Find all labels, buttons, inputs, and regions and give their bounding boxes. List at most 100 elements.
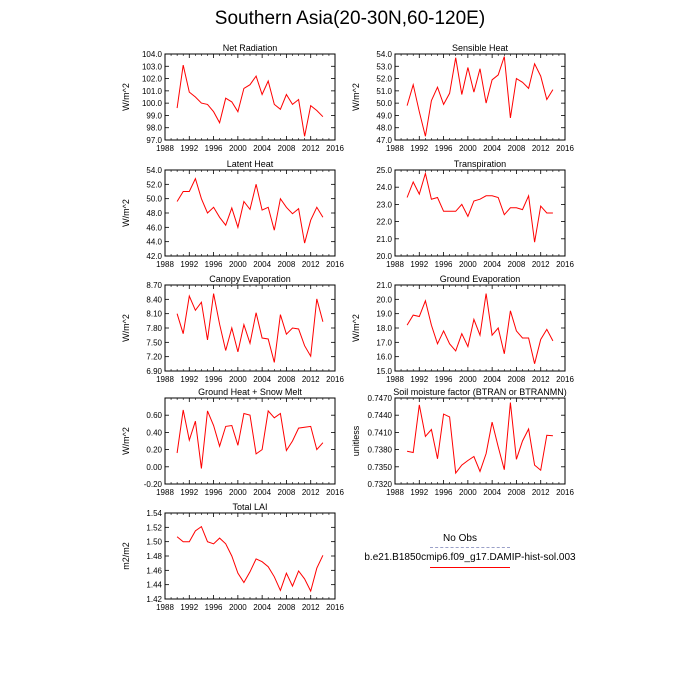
x-tick-label: 1988 [386, 375, 404, 384]
y-tick-label: 1.52 [146, 523, 162, 532]
chart-panel: Sensible Heat 1988 1992 1996 2000 2004 2008 201… [351, 43, 574, 153]
y-tick-label: 7.80 [146, 324, 162, 333]
y-tick-label: 46.0 [146, 223, 162, 232]
x-tick-label: 2008 [278, 603, 296, 612]
series-line [176, 177, 324, 244]
chart-panel: Ground Heat + Snow Melt 1988 1992 1996 2000 2… [121, 387, 344, 497]
x-tick-label: 2008 [508, 488, 526, 497]
y-axis-label: W/m^2 [351, 314, 361, 342]
page-title: Southern Asia(20-30N,60-120E) [214, 8, 486, 29]
plot-frame [394, 53, 566, 141]
y-tick-label: 25.0 [376, 166, 392, 175]
y-tick-label: 53.0 [376, 62, 392, 71]
y-tick-label: 0.7320 [368, 480, 393, 489]
x-tick-label: 2004 [483, 375, 501, 384]
y-tick-label: 0.7470 [368, 394, 393, 403]
x-tick-label: 2000 [459, 375, 477, 384]
x-tick-label: 2008 [278, 375, 296, 384]
x-tick-label: 2000 [229, 375, 247, 384]
y-tick-label: 21.0 [376, 281, 392, 290]
x-tick-label: 2016 [556, 488, 574, 497]
x-tick-label: 2004 [253, 488, 271, 497]
x-tick-label: 1988 [156, 260, 174, 269]
x-tick-label: 1992 [180, 260, 198, 269]
series-line [176, 293, 324, 363]
chart-title: Ground Heat + Snow Melt [198, 387, 302, 397]
x-tick-label: 2000 [459, 488, 477, 497]
x-tick-label: 2016 [556, 375, 574, 384]
x-tick-label: 2012 [532, 375, 550, 384]
legend-case-label: b.e21.B1850cmip6.f09_g17.DAMIP-hist-sol.… [364, 552, 576, 563]
y-axis-label: W/m^2 [351, 83, 361, 111]
y-tick-label: 8.40 [146, 295, 162, 304]
x-tick-label: 2016 [556, 260, 574, 269]
x-tick-label: 2004 [483, 260, 501, 269]
y-tick-label: 8.70 [146, 281, 162, 290]
x-tick-label: 2016 [326, 260, 344, 269]
x-tick-label: 2008 [508, 260, 526, 269]
y-tick-label: 52.0 [376, 75, 392, 84]
x-tick-label: 2012 [302, 260, 320, 269]
x-tick-label: 1996 [205, 375, 223, 384]
series-line [176, 409, 324, 469]
chart-panel: Canopy Evaporation 1988 1992 1996 2000 2004 20… [121, 274, 344, 384]
x-tick-label: 2008 [278, 144, 296, 153]
series-line [406, 56, 554, 137]
x-tick-label: 2012 [302, 375, 320, 384]
chart-title: Net Radiation [223, 43, 278, 53]
y-tick-label: 0.7440 [368, 411, 393, 420]
plot-frame [394, 284, 566, 372]
y-tick-label: 17.0 [376, 338, 392, 347]
x-tick-label: 2004 [253, 144, 271, 153]
y-tick-label: 48.0 [376, 124, 392, 133]
y-tick-label: 1.44 [146, 581, 162, 590]
y-axis-label: W/m^2 [121, 427, 131, 455]
x-tick-label: 1996 [205, 488, 223, 497]
y-tick-label: 50.0 [376, 99, 392, 108]
y-tick-label: 20.0 [376, 252, 392, 261]
series-line [406, 293, 554, 364]
x-tick-label: 1988 [156, 375, 174, 384]
y-tick-label: 16.0 [376, 353, 392, 362]
chart-title: Ground Evaporation [440, 274, 521, 284]
chart-panel: Soil moisture factor (BTRAN or BTRANMN) 1… [351, 387, 574, 497]
plot-frame [164, 53, 336, 141]
y-tick-label: 47.0 [376, 136, 392, 145]
y-tick-label: 21.0 [376, 235, 392, 244]
x-tick-label: 2000 [229, 260, 247, 269]
y-tick-label: 52.0 [146, 180, 162, 189]
chart-panel: Ground Evaporation 1988 1992 1996 2000 2004 20… [351, 274, 574, 384]
chart-panel: Net Radiation 1988 1992 1996 2000 2004 2008 201… [121, 43, 344, 153]
y-tick-label: 18.0 [376, 324, 392, 333]
y-tick-label: 0.7410 [368, 428, 393, 437]
legend-obs-swatch [430, 547, 510, 548]
x-tick-label: 2000 [459, 144, 477, 153]
chart-title: Latent Heat [227, 159, 274, 169]
series-line [176, 525, 324, 593]
y-tick-label: -0.20 [144, 480, 163, 489]
chart-panel: Latent Heat 1988 1992 1996 2000 2004 2008 2012 2… [121, 159, 344, 269]
y-tick-label: 7.20 [146, 353, 162, 362]
plot-frame [164, 397, 336, 485]
y-axis-label: W/m^2 [121, 199, 131, 227]
y-tick-label: 99.0 [146, 111, 162, 120]
x-tick-label: 1992 [180, 488, 198, 497]
y-tick-label: 0.60 [146, 411, 162, 420]
y-tick-label: 19.0 [376, 310, 392, 319]
x-tick-label: 1992 [180, 144, 198, 153]
x-tick-label: 1996 [435, 375, 453, 384]
y-tick-label: 0.40 [146, 428, 162, 437]
y-tick-label: 0.00 [146, 463, 162, 472]
x-tick-label: 1988 [156, 144, 174, 153]
x-tick-label: 2012 [532, 144, 550, 153]
x-tick-label: 2004 [253, 375, 271, 384]
x-tick-label: 2016 [556, 144, 574, 153]
x-tick-label: 2000 [229, 603, 247, 612]
x-tick-label: 2000 [229, 488, 247, 497]
x-tick-label: 1996 [435, 144, 453, 153]
x-tick-label: 2016 [326, 603, 344, 612]
y-tick-label: 0.7350 [368, 463, 393, 472]
y-tick-label: 1.48 [146, 552, 162, 561]
x-tick-label: 2012 [532, 260, 550, 269]
